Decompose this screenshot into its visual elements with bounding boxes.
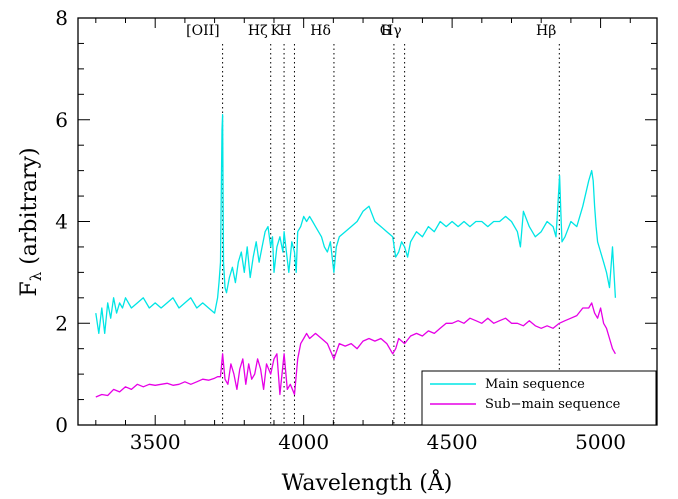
spectral-lines: [OII] Hζ KH Hδ GHγ Hβ — [186, 23, 560, 425]
x-tick-label-4000: 4000 — [278, 430, 329, 454]
spectral-line-label-5: G — [380, 23, 391, 39]
series-line-1 — [95, 302, 616, 398]
y-tick-label-6: 6 — [55, 108, 68, 132]
spectral-line-label-3: H — [279, 23, 291, 39]
x-tick-label-3500: 3500 — [130, 430, 181, 454]
y-axis-title-rest: (arbitrary) — [17, 147, 42, 271]
spectral-line-label-7: Hβ — [536, 23, 556, 39]
x-tick-label-4500: 4500 — [427, 430, 478, 454]
series-line-0 — [95, 114, 617, 335]
series-group — [95, 114, 617, 398]
spectral-line-label-6: Hγ — [381, 23, 402, 39]
legend-label-sub-main-sequence: Sub−main sequence — [485, 397, 621, 412]
spectral-line-label-4: Hδ — [310, 23, 331, 39]
y-tick-label-8: 8 — [55, 6, 68, 30]
plot-frame — [77, 17, 658, 426]
y-tick-label-0: 0 — [55, 413, 68, 437]
y-tick-label-2: 2 — [55, 311, 68, 335]
spectral-line-label-2: K — [271, 23, 282, 39]
y-axis-title-base: F — [17, 281, 42, 296]
spectral-line-label-1: Hζ — [248, 23, 268, 39]
axis-tick-labels: 3500 4000 4500 5000 0 2 4 6 8 — [55, 6, 626, 454]
spectral-line-label-0: [OII] — [186, 23, 219, 39]
legend-label-main-sequence: Main sequence — [485, 377, 585, 392]
legend: Main sequence Sub−main sequence — [421, 370, 657, 426]
y-tick-label-4: 4 — [55, 210, 68, 234]
y-axis-title: Fλ (arbitrary) — [17, 147, 45, 296]
legend-box — [421, 370, 657, 426]
axis-ticks — [78, 17, 657, 426]
y-axis-title-sub: λ — [27, 271, 45, 281]
x-axis-title: Wavelength (Å) — [282, 468, 453, 496]
x-tick-label-5000: 5000 — [575, 430, 626, 454]
